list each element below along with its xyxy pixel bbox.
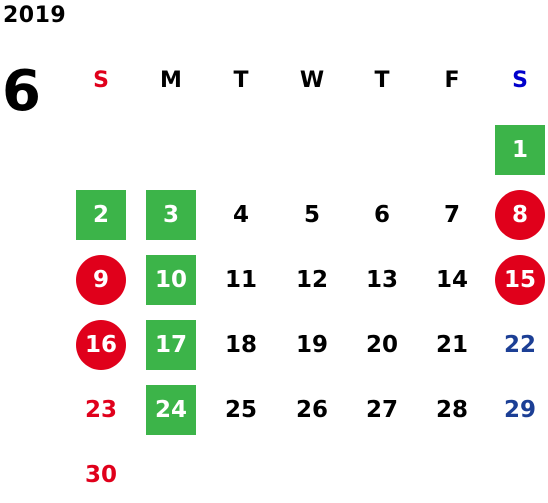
day-cell: 5 xyxy=(303,202,320,228)
day-cell: 24 xyxy=(146,385,196,435)
calendar-year: 2019 xyxy=(3,3,67,28)
day-cell: 27 xyxy=(365,397,398,423)
day-cell: 9 xyxy=(76,255,126,305)
day-cell: 20 xyxy=(365,332,398,358)
weekday-header: W xyxy=(299,68,325,93)
day-cell: 7 xyxy=(443,202,460,228)
weekday-header: S xyxy=(93,68,109,93)
day-cell: 28 xyxy=(435,397,468,423)
day-cell: 12 xyxy=(295,267,328,293)
day-cell: 29 xyxy=(503,397,536,423)
day-cell: 11 xyxy=(224,267,257,293)
day-cell: 22 xyxy=(503,332,536,358)
day-cell: 3 xyxy=(146,190,196,240)
day-cell: 17 xyxy=(146,320,196,370)
calendar-month: 6 xyxy=(2,59,41,124)
weekday-header: F xyxy=(444,68,460,93)
weekday-header: T xyxy=(374,68,390,93)
day-cell: 16 xyxy=(76,320,126,370)
day-cell: 21 xyxy=(435,332,468,358)
day-cell: 8 xyxy=(495,190,545,240)
weekday-header: T xyxy=(233,68,249,93)
day-cell: 15 xyxy=(495,255,545,305)
day-cell: 19 xyxy=(295,332,328,358)
day-cell: 2 xyxy=(76,190,126,240)
day-cell: 18 xyxy=(224,332,257,358)
day-cell: 26 xyxy=(295,397,328,423)
weekday-header: S xyxy=(512,68,528,93)
day-cell: 10 xyxy=(146,255,196,305)
day-cell: 25 xyxy=(224,397,257,423)
day-cell: 30 xyxy=(84,462,117,488)
day-cell: 13 xyxy=(365,267,398,293)
day-cell: 23 xyxy=(84,397,117,423)
day-cell: 6 xyxy=(373,202,390,228)
weekday-header: M xyxy=(160,68,182,93)
day-cell: 4 xyxy=(232,202,249,228)
day-cell: 14 xyxy=(435,267,468,293)
day-cell: 1 xyxy=(495,125,545,175)
